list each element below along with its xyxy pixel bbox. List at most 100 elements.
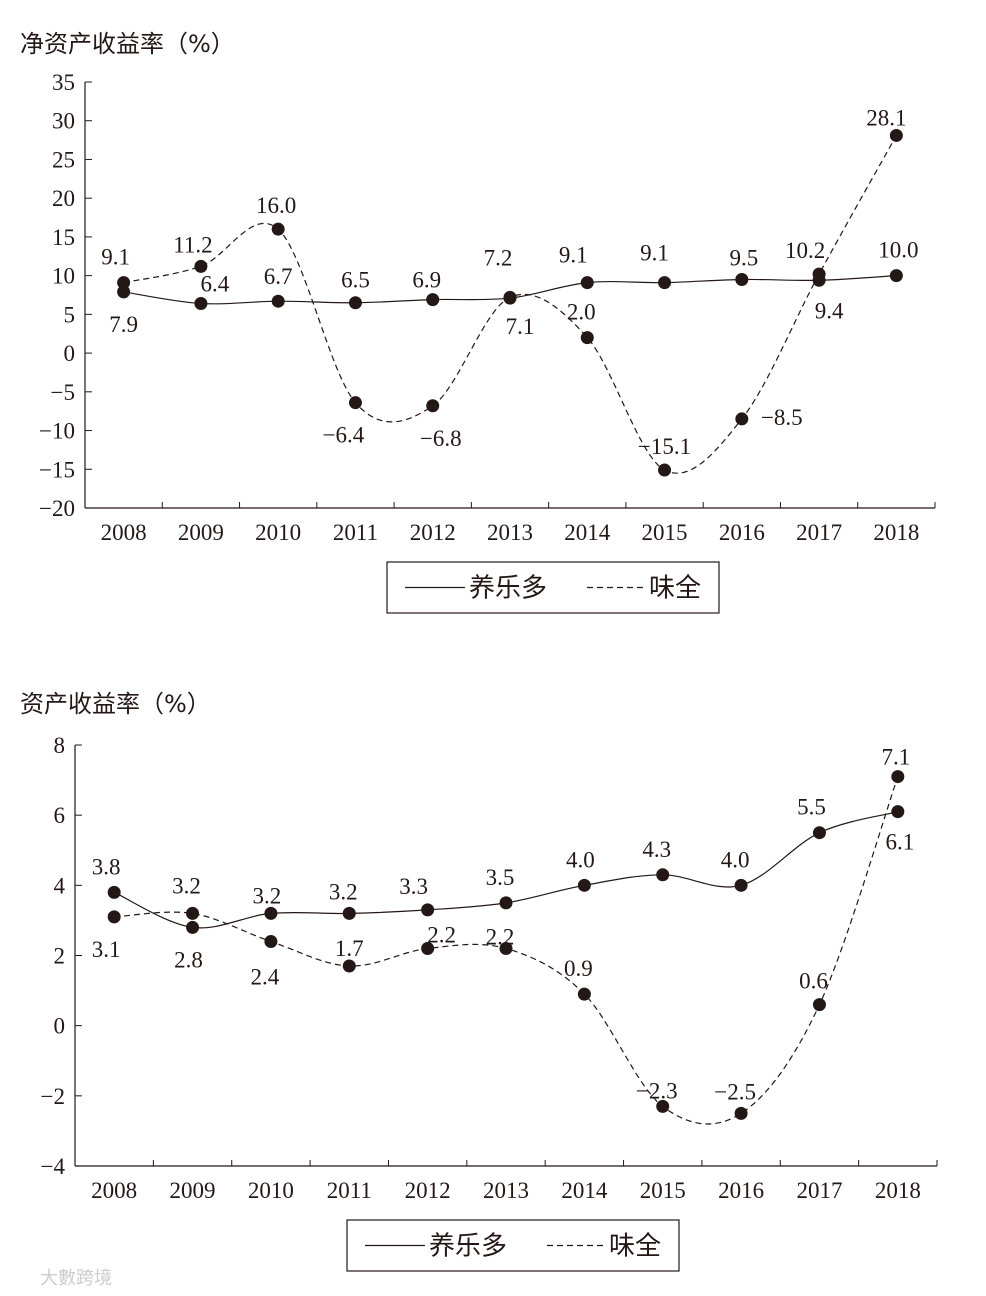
y-tick-label: 8: [54, 733, 66, 758]
x-tick-label: 2009: [178, 520, 224, 545]
data-point: [577, 987, 591, 1001]
data-point: [889, 128, 903, 142]
legend-label: 味全: [649, 574, 701, 604]
data-point: [186, 906, 200, 920]
data-point: [271, 222, 285, 236]
data-label: −2.5: [714, 1079, 756, 1104]
data-point: [812, 998, 826, 1012]
data-label: 4.0: [566, 847, 595, 872]
data-point: [348, 296, 362, 310]
y-tick-label: 0: [64, 341, 76, 366]
data-label: 3.3: [399, 874, 428, 899]
data-label: 0.6: [799, 969, 828, 994]
x-tick-label: 2012: [405, 1178, 451, 1203]
data-label: 7.1: [881, 745, 910, 770]
data-label: 3.2: [253, 883, 282, 908]
y-tick-label: 5: [64, 302, 76, 327]
x-tick-label: 2011: [333, 520, 378, 545]
data-label: 7.1: [506, 314, 535, 339]
data-label: 6.1: [885, 830, 914, 855]
data-label: 10.0: [878, 238, 918, 263]
y-tick-label: 25: [52, 147, 75, 172]
data-label: 1.7: [335, 936, 364, 961]
data-label: 7.9: [109, 312, 138, 337]
data-label: 4.3: [642, 837, 671, 862]
data-label: 6.7: [264, 264, 293, 289]
data-point: [499, 941, 513, 955]
y-axis-title: 净资产收益率（%）: [20, 30, 235, 58]
x-tick-label: 2012: [410, 520, 456, 545]
data-label: 10.2: [785, 238, 825, 263]
data-label: 6.9: [412, 268, 441, 293]
data-label: −15.1: [638, 434, 691, 459]
data-point: [194, 259, 208, 273]
x-tick-label: 2016: [718, 1178, 764, 1203]
data-label: 4.0: [721, 847, 750, 872]
data-point: [117, 276, 131, 290]
data-label: 3.2: [172, 873, 201, 898]
data-label: 3.5: [486, 865, 515, 890]
legend: 养乐多 味全: [386, 561, 720, 614]
data-label: 2.2: [427, 922, 456, 947]
legend-label: 养乐多: [469, 574, 547, 604]
data-point: [107, 910, 121, 924]
x-tick-label: 2013: [483, 1178, 529, 1203]
x-tick-label: 2009: [170, 1178, 216, 1203]
data-point: [499, 896, 513, 910]
y-tick-label: −4: [41, 1154, 66, 1179]
chart-2: 资产收益率（%） −4 −2 0 2 4 6 8 2008 2009 2010 2011 2012 201…: [20, 690, 938, 1272]
x-tick-label: 2008: [91, 1178, 137, 1203]
data-label: 7.2: [484, 245, 513, 270]
y-tick-label: 4: [54, 873, 66, 898]
data-label: 3.1: [92, 937, 121, 962]
data-point: [656, 1099, 670, 1113]
y-tick-label: −5: [51, 380, 75, 405]
data-point: [426, 293, 440, 307]
x-tick-label: 2017: [796, 520, 842, 545]
data-label: 11.2: [173, 232, 212, 257]
data-point: [812, 826, 826, 840]
y-tick-label: 35: [52, 70, 75, 95]
y-tick-label: −10: [39, 419, 75, 444]
data-point: [342, 906, 356, 920]
x-tick-label: 2014: [564, 520, 611, 545]
data-point: [812, 267, 826, 281]
data-point: [735, 412, 749, 426]
x-tick-label: 2017: [796, 1178, 842, 1203]
legend: 养乐多 味全: [346, 1219, 680, 1272]
data-point: [421, 941, 435, 955]
data-point: [348, 396, 362, 410]
y-axis-title: 资产收益率（%）: [20, 690, 211, 718]
x-tick-label: 2014: [561, 1178, 608, 1203]
y-tick-label: 0: [54, 1014, 66, 1039]
y-tick-label: 6: [54, 803, 66, 828]
data-point: [421, 903, 435, 917]
data-label: 6.5: [341, 268, 370, 293]
x-tick-label: 2018: [873, 520, 919, 545]
x-tick-label: 2018: [875, 1178, 921, 1203]
y-tick-label: −2: [41, 1084, 65, 1109]
y-tick-label: −15: [39, 457, 75, 482]
data-point: [656, 868, 670, 882]
data-label: 9.5: [729, 246, 758, 271]
data-point: [264, 906, 278, 920]
data-label: −6.4: [323, 423, 365, 448]
data-point: [891, 770, 905, 784]
y-tick-label: −20: [39, 496, 75, 521]
y-tick-label: 15: [52, 225, 75, 250]
x-tick-label: 2011: [327, 1178, 372, 1203]
x-tick-label: 2013: [487, 520, 533, 545]
data-label: −2.3: [636, 1078, 678, 1103]
data-point: [271, 294, 285, 308]
x-tick-label: 2016: [719, 520, 765, 545]
data-point: [186, 920, 200, 934]
data-label: 5.5: [797, 795, 826, 820]
chart-1: 净资产收益率（%） −20 −15 −10 −5 0 5 10 15 20 25 30 35 2008 20…: [20, 30, 936, 614]
x-tick-label: 2010: [255, 520, 301, 545]
data-label: 2.2: [486, 924, 515, 949]
x-tick-label: 2008: [101, 520, 147, 545]
y-tick-label: 2: [54, 944, 66, 969]
y-tick-label: 30: [52, 109, 75, 134]
data-label: 28.1: [866, 105, 906, 130]
